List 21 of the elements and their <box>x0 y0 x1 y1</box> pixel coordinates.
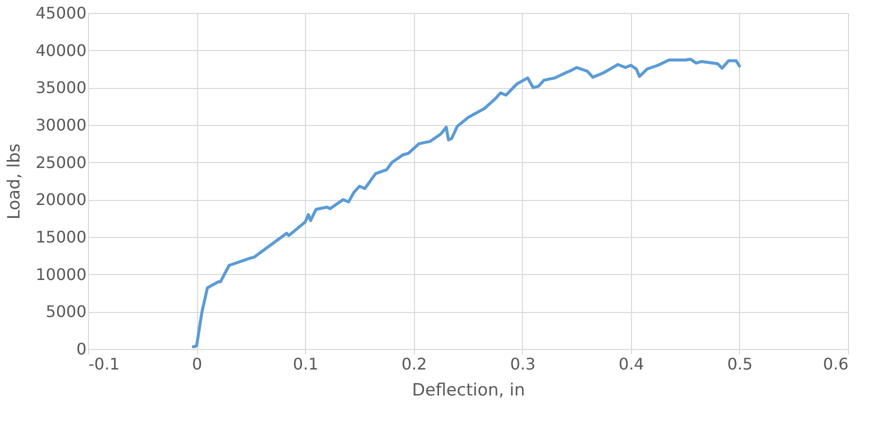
x-tick-label: -0.1 <box>88 354 120 374</box>
x-tick-label: 0.4 <box>618 354 644 374</box>
y-tick-label: 45000 <box>36 4 86 22</box>
line-series <box>192 58 741 348</box>
x-tick-label: 0.6 <box>823 354 848 374</box>
y-tick-label: 15000 <box>36 228 86 246</box>
y-tick-label: 20000 <box>36 190 86 210</box>
x-tick-label: 0 <box>192 354 202 374</box>
y-tick-label: 10000 <box>36 264 86 284</box>
y-tick-label: 40000 <box>36 40 86 60</box>
y-tick-label: 5000 <box>46 302 86 322</box>
x-axis-title: Deflection, in <box>412 380 525 400</box>
x-tick-label: 0.5 <box>727 354 753 374</box>
x-tick-label: 0.2 <box>401 354 427 374</box>
y-tick-label: 30000 <box>36 116 86 134</box>
y-axis-title: Load, lbs <box>4 143 25 220</box>
y-tick-label: 35000 <box>36 78 86 98</box>
x-tick-label: 0.1 <box>292 354 318 374</box>
y-tick-label: 0 <box>76 340 86 358</box>
y-tick-label: 25000 <box>36 152 86 172</box>
x-tick-label: 0.3 <box>510 354 536 374</box>
